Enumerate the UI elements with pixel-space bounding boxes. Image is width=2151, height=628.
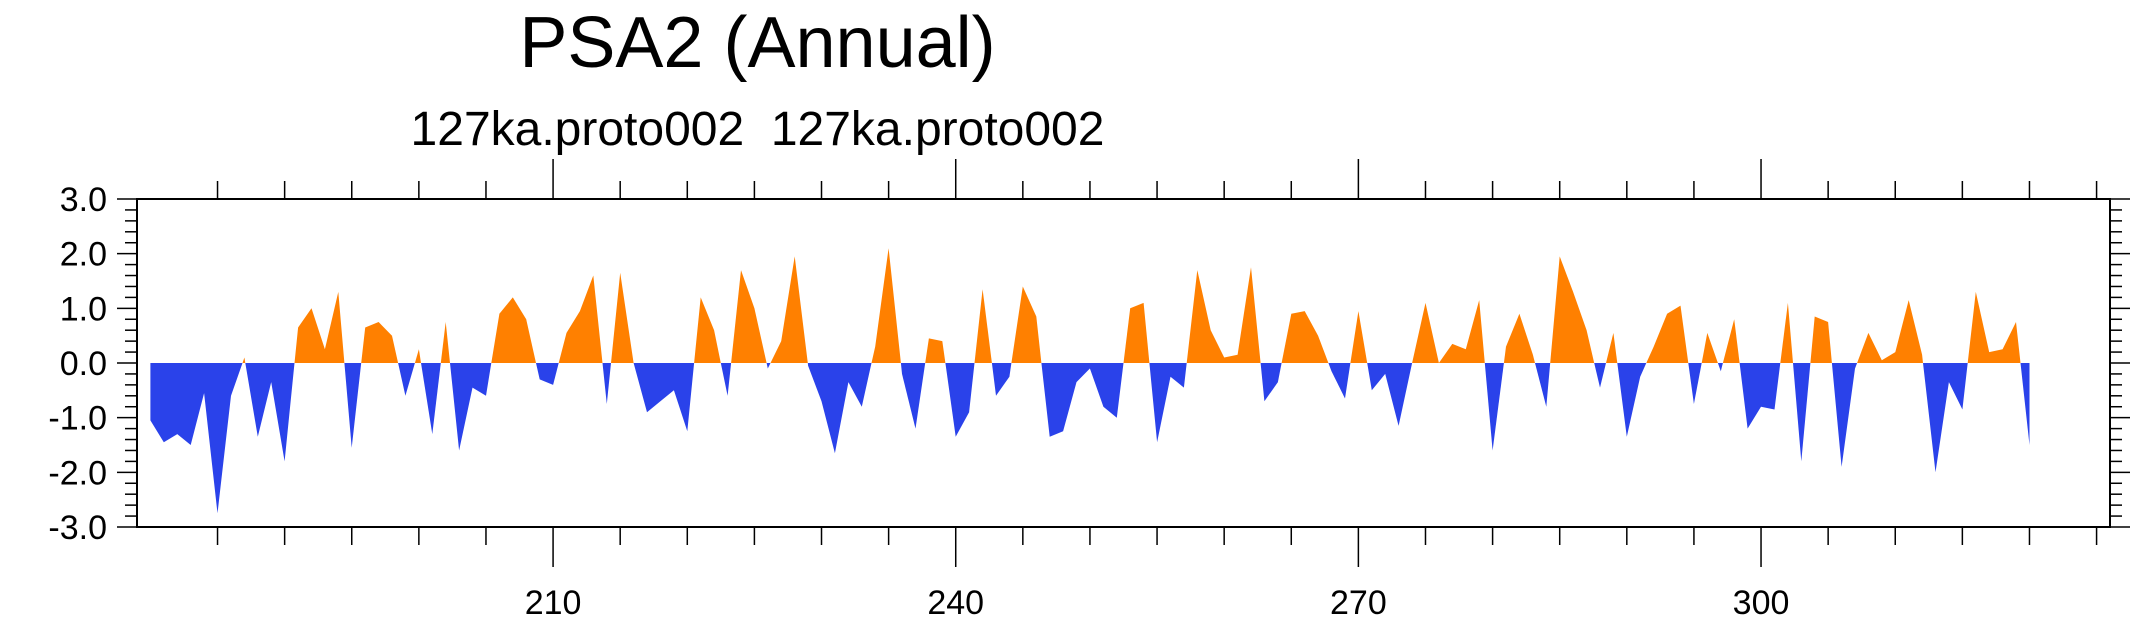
negative-area [1328, 363, 1351, 399]
y-tick-label: -1.0 [48, 400, 107, 438]
negative-area [1149, 363, 1187, 443]
negative-area [633, 363, 695, 432]
positive-area [440, 322, 450, 363]
positive-area [770, 256, 808, 363]
x-tick-label: 300 [1733, 584, 1790, 622]
positive-area [1857, 300, 1923, 363]
negative-area [1260, 363, 1282, 402]
negative-area [900, 363, 926, 429]
negative-area [1484, 363, 1504, 451]
positive-area [1281, 311, 1329, 363]
negative-area [1923, 363, 1968, 473]
negative-area [991, 363, 1012, 396]
positive-area [1646, 305, 1689, 363]
positive-area [558, 275, 603, 363]
negative-area [602, 363, 611, 404]
axes [117, 159, 2130, 567]
negative-area [720, 363, 732, 396]
positive-area [294, 291, 345, 363]
positive-area [1011, 286, 1042, 363]
chart-title: PSA2 (Annual) [519, 3, 996, 83]
negative-area [1535, 363, 1551, 407]
y-tick-label: 2.0 [60, 236, 107, 274]
negative-area [1831, 363, 1858, 467]
negative-area [807, 363, 872, 454]
y-tick-labels: 3.0 2.0 1.0 0.0 -1.0 -2.0 -3.0 [48, 181, 107, 547]
positive-area [1606, 332, 1618, 363]
y-tick-label: -2.0 [48, 454, 107, 492]
positive-area [1123, 302, 1150, 363]
positive-area [1701, 332, 1718, 363]
positive-area [611, 272, 634, 363]
negative-area [1594, 363, 1606, 388]
negative-area [945, 363, 975, 437]
positive-area [871, 248, 901, 363]
x-tick-labels: 210 240 270 300 [525, 584, 1790, 622]
area-fills [150, 248, 2030, 514]
y-tick-label: 3.0 [60, 181, 107, 219]
positive-area [974, 289, 992, 363]
negative-area [1367, 363, 1413, 426]
positive-area [1503, 313, 1535, 363]
negative-area [2020, 363, 2030, 445]
y-tick-label: 1.0 [60, 290, 107, 328]
y-tick-label: 0.0 [60, 345, 107, 383]
negative-area [150, 363, 243, 514]
x-tick-label: 240 [927, 584, 984, 622]
negative-area [1688, 363, 1702, 404]
positive-area [1412, 300, 1485, 363]
negative-area [766, 363, 771, 369]
negative-area [421, 363, 441, 435]
negative-area [1617, 363, 1647, 437]
positive-area [1967, 291, 2021, 363]
negative-area [536, 363, 559, 385]
negative-area [344, 363, 362, 448]
positive-area [242, 357, 246, 363]
negative-area [398, 363, 415, 396]
positive-area [1780, 302, 1793, 363]
x-tick-label: 270 [1330, 584, 1387, 622]
negative-area [450, 363, 492, 451]
positive-area [694, 297, 721, 363]
positive-area [1550, 256, 1595, 363]
positive-area [1350, 311, 1368, 363]
negative-area [1041, 363, 1124, 437]
chart-subtitle: 127ka.proto002 127ka.proto002 [410, 103, 1105, 156]
negative-area [1793, 363, 1811, 462]
x-tick-label: 210 [525, 584, 582, 622]
positive-area [414, 349, 421, 363]
negative-area [1739, 363, 1781, 429]
positive-area [731, 270, 767, 363]
positive-area [925, 338, 946, 363]
positive-area [1722, 319, 1740, 363]
negative-area [1717, 363, 1723, 372]
negative-area [245, 363, 295, 462]
positive-area [1810, 316, 1832, 363]
positive-area [361, 322, 399, 363]
positive-area [1186, 267, 1261, 363]
positive-area [491, 297, 536, 363]
y-tick-label: -3.0 [48, 509, 107, 547]
